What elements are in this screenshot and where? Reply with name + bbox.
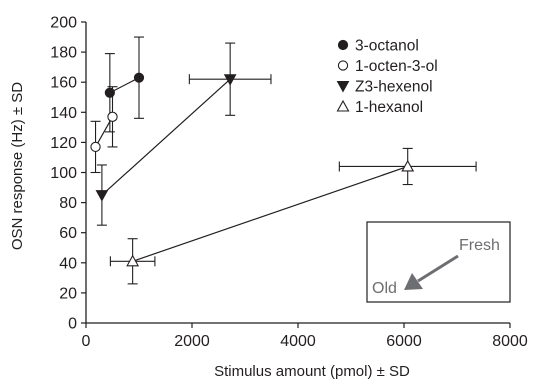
inset-arrow-head — [404, 273, 423, 290]
series-lines — [95, 77, 408, 262]
y-tick-label: 20 — [59, 285, 77, 302]
inset-fresh-label: Fresh — [459, 237, 500, 254]
inset-arrow-shaft — [417, 254, 459, 283]
y-tick-label: 140 — [50, 105, 77, 122]
marker-open-triangle-up — [336, 99, 350, 112]
series-line — [109, 77, 140, 94]
x-tick-label: 8000 — [492, 333, 528, 350]
y-axis-label: OSN response (Hz) ± SD — [9, 82, 26, 250]
marker-open-triangle-up — [401, 159, 415, 172]
y-tick-label: 160 — [50, 75, 77, 92]
x-axis-ticks: 0 2000 4000 6000 8000 — [82, 323, 528, 350]
series-line — [101, 78, 231, 196]
y-tick-label: 60 — [59, 225, 77, 242]
x-tick-label: 6000 — [386, 333, 422, 350]
y-tick-label: 0 — [68, 316, 77, 333]
inset-box — [366, 221, 511, 303]
x-tick-label: 4000 — [280, 333, 316, 350]
marker-filled-circle — [337, 39, 349, 51]
series-line — [132, 165, 408, 262]
y-tick-label: 180 — [50, 45, 77, 62]
y-tick-label: 120 — [50, 135, 77, 152]
marker-filled-triangle-down — [95, 190, 109, 202]
marker-filled-circle — [133, 72, 145, 83]
y-tick-label: 80 — [59, 195, 77, 212]
legend-label: 1-octen-3-ol — [355, 58, 438, 75]
legend-label: 1-hexanol — [355, 99, 423, 116]
data-markers — [90, 72, 415, 267]
x-tick-label: 0 — [82, 333, 91, 350]
marker-filled-triangle-down — [336, 81, 350, 93]
y-axis-ticks: 0 20 40 60 80 100 120 140 160 180 200 — [50, 15, 86, 333]
marker-open-circle — [90, 141, 101, 153]
y-tick-label: 40 — [59, 255, 77, 272]
inset-old-label: Old — [372, 280, 397, 297]
marker-open-triangle-up — [126, 254, 140, 267]
legend-label: 3-octanol — [355, 38, 419, 55]
legend-label: Z3-hexenol — [355, 79, 433, 96]
marker-filled-circle — [104, 87, 115, 98]
fresh-old-inset: Fresh Old — [366, 221, 511, 303]
marker-open-circle — [107, 111, 118, 122]
y-tick-label: 100 — [50, 165, 77, 182]
marker-filled-triangle-down — [223, 74, 237, 86]
marker-open-circle — [337, 60, 349, 71]
y-tick-label: 200 — [50, 15, 77, 32]
axes — [85, 22, 510, 324]
x-tick-label: 2000 — [174, 333, 210, 350]
x-axis-label: Stimulus amount (pmol) ± SD — [214, 363, 410, 380]
legend: 3-octanol 1-octen-3-ol Z3-hexenol 1-hexanol — [336, 38, 438, 116]
